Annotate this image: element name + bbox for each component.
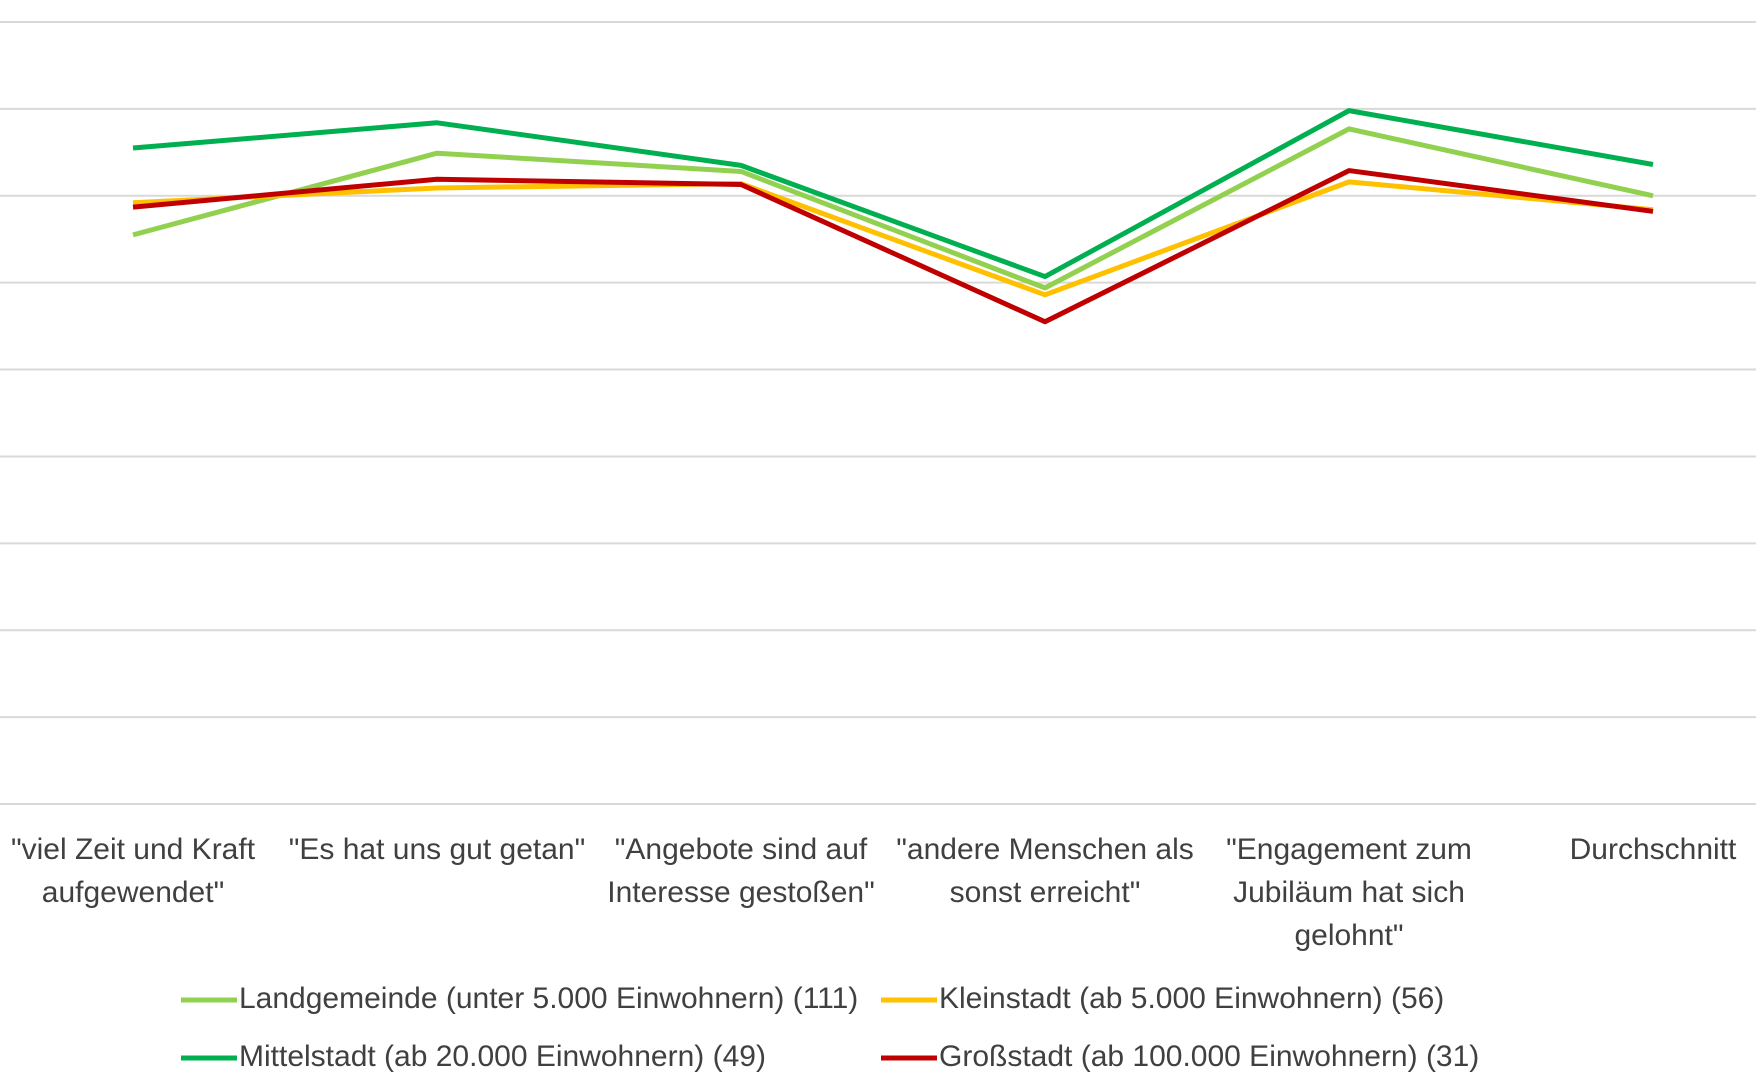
x-tick-label: "Angebote sind auf Interesse gestoßen" (607, 833, 875, 909)
series-line (132, 126, 1654, 291)
series-line (132, 179, 1654, 298)
legend-label: Mittelstadt (ab 20.000 Einwohnern) (49) (239, 1040, 766, 1073)
x-tick-label: "Es hat uns gut getan" (288, 833, 586, 866)
x-tick-label: "viel Zeit und Kraft aufgewendet" (10, 833, 256, 909)
x-tick-label: "andere Menschen als sonst erreicht" (896, 833, 1194, 909)
series-line (132, 108, 1654, 280)
x-tick-label: Durchschnitt (1569, 833, 1737, 866)
legend-label: Großstadt (ab 100.000 Einwohnern) (31) (939, 1040, 1479, 1073)
legend-label: Landgemeinde (unter 5.000 Einwohnern) (1… (239, 982, 858, 1015)
x-tick-label: "Engagement zum Jubiläum hat sich gelohn… (1226, 833, 1472, 952)
legend-label: Kleinstadt (ab 5.000 Einwohnern) (56) (939, 982, 1444, 1015)
series-line (132, 168, 1654, 325)
